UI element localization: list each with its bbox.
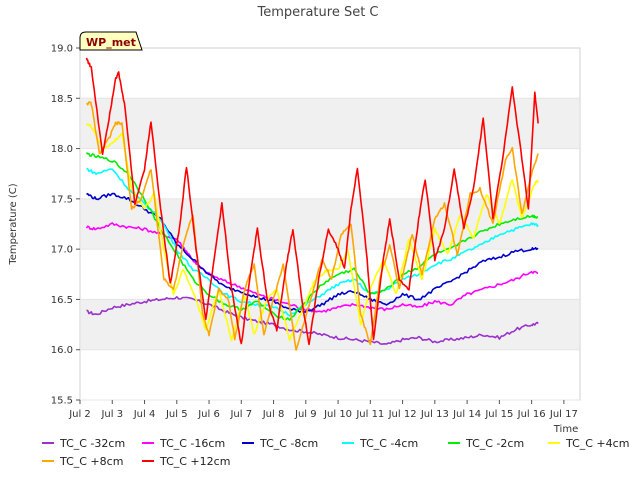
series-line-tc-c-8cm <box>86 101 539 351</box>
y-tick-label: 19.0 <box>51 44 73 55</box>
grid-band <box>81 299 579 350</box>
x-tick-label: Jul 17 <box>549 409 578 420</box>
site-badge: WP_met <box>79 31 143 51</box>
plot-area <box>79 47 581 401</box>
legend-label: TC_C -16cm <box>159 437 225 450</box>
legend-item: TC_C +4cm <box>548 437 629 450</box>
legend-label: TC_C -2cm <box>465 437 524 450</box>
legend-item: TC_C -16cm <box>142 437 225 450</box>
y-tick-label: 15.5 <box>51 396 73 407</box>
legend-item: TC_C +12cm <box>142 455 230 468</box>
x-tick-label: Jul 10 <box>323 409 352 420</box>
legend-item: TC_C -8cm <box>242 437 318 450</box>
legend-item: TC_C -32cm <box>42 437 125 450</box>
x-tick-label: Jul 15 <box>484 409 513 420</box>
y-axis-label: Temperature (C) <box>8 183 19 265</box>
series-line-tc-c-32cm <box>86 295 539 345</box>
badge-label: WP_met <box>86 36 136 49</box>
x-tick-label: Jul 7 <box>229 409 252 420</box>
legend-label: TC_C +12cm <box>159 455 230 468</box>
x-tick-label: Jul 16 <box>517 409 546 420</box>
series-lines <box>85 57 539 351</box>
y-tick-label: 18.0 <box>51 144 73 155</box>
y-tick-label: 16.0 <box>51 345 73 356</box>
x-tick-label: Jul 14 <box>452 409 481 420</box>
legend-item: TC_C -2cm <box>448 437 524 450</box>
x-tick-label: Jul 12 <box>388 409 417 420</box>
legend-label: TC_C +8cm <box>59 455 123 468</box>
y-tick-label: 17.5 <box>51 194 73 205</box>
legend-label: TC_C -4cm <box>359 437 418 450</box>
x-tick-label: Jul 2 <box>68 409 91 420</box>
x-tick-label: Jul 6 <box>197 409 220 420</box>
x-tick-label: Jul 8 <box>262 409 285 420</box>
x-tick-label: Jul 13 <box>420 409 449 420</box>
y-tick-label: 17.0 <box>51 245 73 256</box>
legend-item: TC_C -4cm <box>342 437 418 450</box>
x-tick-label: Jul 11 <box>355 409 384 420</box>
x-axis-label: Time <box>553 424 578 435</box>
badge-shape <box>79 31 143 51</box>
x-tick-label: Jul 5 <box>165 409 188 420</box>
y-axis-ticks: 15.5 16.0 16.5 17.0 17.5 18.0 18.5 19.0 <box>51 44 80 407</box>
legend-label: TC_C -32cm <box>59 437 125 450</box>
x-axis-ticks: Jul 2 Jul 3 Jul 4 Jul 5 Jul 6 Jul 7 Jul 8 Jul 9… <box>68 400 578 420</box>
y-tick-label: 18.5 <box>51 94 73 105</box>
grid-band <box>81 98 579 149</box>
series-line-tc-c-12cm <box>85 57 539 346</box>
legend-label: TC_C +4cm <box>565 437 629 450</box>
x-tick-label: Jul 3 <box>100 409 123 420</box>
y-tick-label: 16.5 <box>51 295 73 306</box>
chart-title: Temperature Set C <box>256 5 378 20</box>
x-tick-label: Jul 9 <box>294 409 317 420</box>
legend-label: TC_C -8cm <box>259 437 318 450</box>
x-tick-label: Jul 4 <box>133 409 156 420</box>
legend: TC_C -32cm TC_C -16cm TC_C -8cm TC_C -4cm TC… <box>42 437 629 468</box>
legend-item: TC_C +8cm <box>42 455 123 468</box>
